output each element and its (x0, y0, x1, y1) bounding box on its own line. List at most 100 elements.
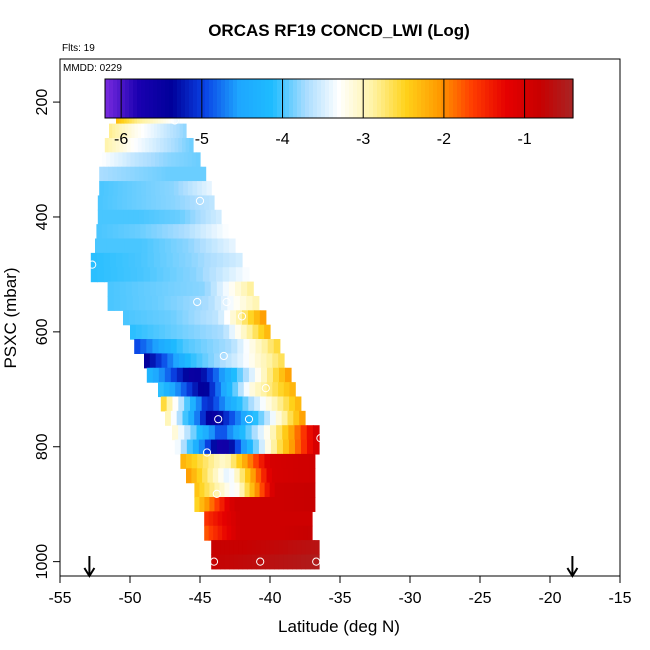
heatmap-cell (144, 281, 151, 297)
heatmap-cell (228, 281, 236, 297)
heatmap-cell (170, 410, 178, 426)
heatmap-cell (254, 367, 262, 383)
heatmap-cell (176, 295, 184, 311)
colorbar-swatch (497, 79, 502, 118)
colorbar-swatch (545, 79, 550, 118)
heatmap-cell (198, 281, 206, 297)
heatmap-cell (204, 252, 212, 268)
heatmap-cell (258, 525, 264, 541)
heatmap-cell (205, 238, 213, 254)
heatmap-cell (229, 540, 235, 556)
colorbar-swatch (533, 79, 538, 118)
colorbar-swatch (385, 79, 390, 118)
heatmap-cell (103, 166, 109, 182)
heatmap-cell (146, 339, 153, 354)
heatmap-cell (288, 439, 296, 455)
heatmap-cell (252, 295, 260, 311)
heatmap-cell (264, 482, 271, 498)
heatmap-cell (194, 367, 202, 383)
heatmap-cell (246, 439, 254, 455)
colorbar-swatch (445, 79, 450, 118)
heatmap-cell (235, 281, 242, 297)
colorbar-swatch (485, 79, 490, 118)
heatmap-cell (222, 511, 228, 527)
colorbar-swatch (421, 79, 426, 118)
heatmap-cell (285, 525, 291, 541)
heatmap-cell (201, 396, 209, 412)
heatmap-cell (200, 224, 207, 240)
heatmap-cell (201, 181, 208, 197)
heatmap-cell (305, 554, 311, 570)
heatmap-cell (165, 324, 172, 340)
heatmap-cell (216, 267, 224, 283)
heatmap-cell (187, 166, 193, 182)
heatmap-cell (134, 310, 142, 326)
heatmap-cell (296, 554, 302, 570)
heatmap-cell (119, 281, 127, 297)
heatmap-cell (151, 295, 159, 311)
x-tick-label: -40 (258, 590, 281, 607)
heatmap-cell (220, 382, 228, 398)
heatmap-cell (222, 224, 229, 240)
colorbar-tick-label: -3 (356, 131, 370, 148)
heatmap-cell (277, 396, 284, 412)
heatmap-cell (156, 267, 164, 283)
heatmap-cell (158, 367, 166, 383)
heatmap-cell (242, 540, 248, 556)
heatmap-cell (211, 324, 219, 340)
heatmap-cell (125, 123, 129, 139)
colorbar-swatch (357, 79, 362, 118)
heatmap-cell (210, 209, 217, 225)
heatmap-cell (200, 410, 207, 426)
heatmap-cell (150, 181, 156, 197)
heatmap-cell (170, 238, 178, 254)
heatmap-cell (265, 540, 271, 556)
heatmap-cell (229, 238, 236, 254)
heatmap-cell (209, 482, 216, 498)
colorbar-swatch (249, 79, 254, 118)
heatmap-cell (116, 166, 122, 182)
heatmap-cell (202, 453, 209, 469)
heatmap-cell (173, 123, 177, 139)
heatmap-cell (115, 137, 121, 153)
colorbar-swatch (329, 79, 334, 118)
heatmap-cell (131, 123, 136, 139)
heatmap-cell (122, 181, 128, 197)
heatmap-cell (212, 367, 220, 383)
heatmap-cell (306, 439, 314, 455)
heatmap-cell (229, 252, 237, 268)
heatmap-cell (279, 497, 286, 512)
colorbar-swatch (301, 79, 306, 118)
heatmap-cell (170, 339, 178, 354)
heatmap-cell (197, 453, 204, 469)
heatmap-cell (214, 497, 221, 512)
heatmap-cell (214, 353, 221, 369)
heatmap-cell (122, 152, 128, 168)
colorbar-swatch (173, 79, 178, 118)
heatmap-cell (234, 497, 241, 512)
colorbar-swatch (513, 79, 518, 118)
arrow-layer (83, 556, 579, 578)
heatmap-cell (164, 310, 172, 326)
heatmap-cell (309, 453, 316, 469)
x-tick-label: -55 (48, 590, 71, 607)
heatmap-cell (233, 540, 239, 556)
heatmap-cell (97, 267, 105, 283)
heatmap-cell (281, 410, 289, 426)
heatmap-cell (145, 295, 153, 311)
heatmap-cell (251, 554, 257, 570)
heatmap-cell (292, 554, 298, 570)
heatmap-cell (249, 525, 255, 541)
colorbar-swatch (441, 79, 446, 118)
heatmap-cell (168, 281, 175, 297)
heatmap-cell (159, 324, 166, 340)
x-tick-label: -50 (118, 590, 141, 607)
heatmap-cell (235, 511, 241, 527)
heatmap-cell (288, 425, 296, 441)
heatmap-cell (182, 367, 190, 383)
heatmap-cell (112, 137, 117, 153)
heatmap-cell (201, 166, 207, 182)
colorbar-swatch (381, 79, 386, 118)
heatmap-cell (179, 252, 186, 268)
heatmap-cell (231, 353, 238, 369)
